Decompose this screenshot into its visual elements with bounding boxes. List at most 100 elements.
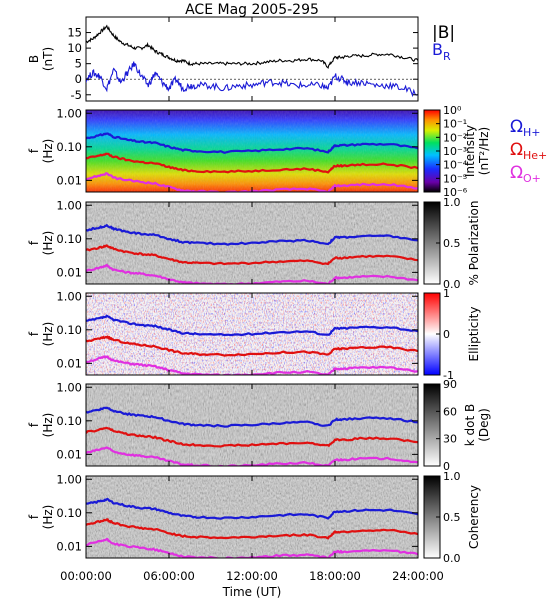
ytick-label: 15 [67, 26, 82, 40]
ytick-label: 0 [75, 72, 82, 86]
xtick-label: 24:00:00 [392, 569, 444, 583]
colorbar-tick-label: 10⁻⁵ [443, 172, 467, 185]
panel-kdotb: 1.00 0.10 0.01 f (Hz) 90 60 30 0 k dot B (Deg) [27, 378, 491, 473]
colorbar-tick-label: 60 [443, 405, 457, 418]
colorbar-kdotb: 90 60 30 0 k dot B (Deg) [423, 378, 491, 473]
colorbar-ellipticity: 1 0 -1 Ellipticity [423, 287, 481, 382]
gyrofrequency-line-Heplus [86, 152, 418, 174]
legend-omega-sub: H+ [523, 126, 541, 139]
colorbar-tick-label: 1 [443, 287, 450, 300]
ylabel-f-unit: (Hz) [41, 231, 55, 256]
colorbar-tick-label: 10⁻⁶ [443, 186, 468, 199]
ylabel-f: f [27, 331, 41, 336]
ytick-label: 0.10 [56, 323, 82, 337]
legend-omega-sub: He+ [523, 149, 547, 162]
gyrofrequency-line-Hplus [86, 406, 418, 428]
colorbar-gradient [423, 383, 441, 467]
ytick-label: 0.01 [56, 173, 82, 187]
x-axis-label: Time (UT) [222, 585, 282, 599]
ylabel-f: f [27, 148, 41, 153]
gyrofrequency-line-Oplus [86, 355, 418, 375]
ylabel-b: B [27, 55, 41, 63]
colorbar-label: % Polarization [467, 201, 481, 286]
colorbar-tick-label: 0.5 [443, 511, 461, 524]
ylabel-b-unit: (nT) [41, 47, 55, 71]
ytick-label: 1.00 [56, 106, 82, 120]
colorbar-tick-label: 10⁻¹ [443, 118, 467, 131]
ytick-label: 0.01 [56, 265, 82, 279]
ytick-label: 1.00 [56, 198, 82, 212]
panel-polarization: 1.00 0.10 0.01 f (Hz) 1.0 0.5 0.0 % Polarization [27, 196, 481, 291]
ytick-label: 0.10 [56, 140, 82, 154]
colorbar-coherency: 1.0 0.5 0.0 Coherency [423, 470, 481, 565]
ytick-label: 0.10 [56, 232, 82, 246]
colorbar-label: Intensity [463, 125, 477, 177]
gyrofrequency-line-Hplus [86, 497, 418, 520]
gyrofrequency-line-Heplus [86, 518, 418, 540]
legend-b-radial: BR [432, 40, 451, 63]
ytick-label: 5 [75, 57, 82, 71]
colorbar-tick-label: 0 [443, 328, 450, 341]
colorbar-tick-label: 1.0 [443, 470, 461, 483]
ylabel-f-unit: (Hz) [41, 505, 55, 530]
xtick-label: 12:00:00 [226, 569, 278, 583]
legend-omega-Hplus: ΩH+ [510, 117, 541, 139]
ylabel-f-unit: (Hz) [41, 413, 55, 438]
ylabel-f: f [27, 514, 41, 519]
ylabel-f: f [27, 422, 41, 427]
colorbar-label-unit: (Deg) [477, 408, 491, 442]
series-line-b-radial [86, 61, 418, 98]
colorbar-polarization: 1.0 0.5 0.0 % Polarization [423, 196, 481, 291]
ytick-label: 10 [67, 41, 82, 55]
legend-b-magnitude: |B| [432, 23, 455, 43]
legend-omega-sub: O+ [523, 172, 541, 185]
panel-coherency: 1.00 0.10 0.01 f (Hz) 1.0 0.5 0.0 Coherency [27, 470, 481, 565]
gyrofrequency-line-Heplus [86, 426, 418, 448]
ytick-label: 0.01 [56, 356, 82, 370]
gyrofrequency-line-Heplus [86, 244, 418, 266]
colorbar-tick-label: 0.5 [443, 237, 461, 250]
legend-b-radial-sub: R [443, 50, 451, 63]
colorbar-tick-label: 10⁻⁴ [443, 159, 468, 172]
xtick-label: 06:00:00 [143, 569, 195, 583]
gyrofrequency-line-Heplus [86, 335, 418, 357]
panel-ellipticity: 1.00 0.10 0.01 f (Hz) 1 0 -1 Ellipticity [27, 287, 481, 382]
ytick-label: 0.10 [56, 506, 82, 520]
gyrofrequency-line-Hplus [86, 224, 418, 246]
colorbar-tick-label: 10⁰ [443, 104, 462, 117]
gyrofrequency-line-Oplus [86, 446, 418, 466]
colorbar-tick-label: 0 [443, 460, 450, 473]
chart-title: ACE Mag 2005-295 [185, 2, 319, 18]
colorbar-tick-label: -1 [443, 369, 454, 382]
colorbar-label: Coherency [467, 485, 481, 549]
ylabel-f-unit: (Hz) [41, 139, 55, 164]
colorbar-tick-label: 1.0 [443, 196, 461, 209]
gyrofrequency-line-Oplus [86, 537, 418, 558]
ytick-label: 0.10 [56, 414, 82, 428]
ytick-label: 1.00 [56, 380, 82, 394]
colorbar-tick-label: 10⁻² [443, 131, 467, 144]
ytick-label: 1.00 [56, 289, 82, 303]
ytick-label: 0.01 [56, 447, 82, 461]
colorbar-label: Ellipticity [467, 307, 481, 362]
legend-omega-Oplus: ΩO+ [510, 163, 541, 185]
colorbar-tick-label: 0.0 [443, 552, 461, 565]
legend-omega-Heplus: ΩHe+ [510, 140, 547, 162]
legend-b-radial-label: B [432, 40, 443, 59]
colorbar-label-unit: (nT²/Hz) [477, 127, 491, 175]
panel-power: 1.00 0.10 0.01 f (Hz) 10⁰10⁻¹10⁻²10⁻³10⁻⁴10⁻⁵… [27, 104, 547, 199]
xtick-label: 00:00:00 [60, 569, 112, 583]
ytick-label: 0.01 [56, 539, 82, 553]
colorbar-tick-label: 0.0 [443, 278, 461, 291]
colorbar-tick-label: 90 [443, 378, 457, 391]
ylabel-f: f [27, 240, 41, 245]
ytick-label: -5 [71, 88, 82, 102]
colorbar-label: k dot B [463, 404, 477, 446]
xtick-label: 18:00:00 [309, 569, 361, 583]
legend-omega-label: Ω [510, 140, 523, 160]
series-line-b-magnitude [86, 24, 418, 70]
legend-omega-label: Ω [510, 117, 523, 137]
